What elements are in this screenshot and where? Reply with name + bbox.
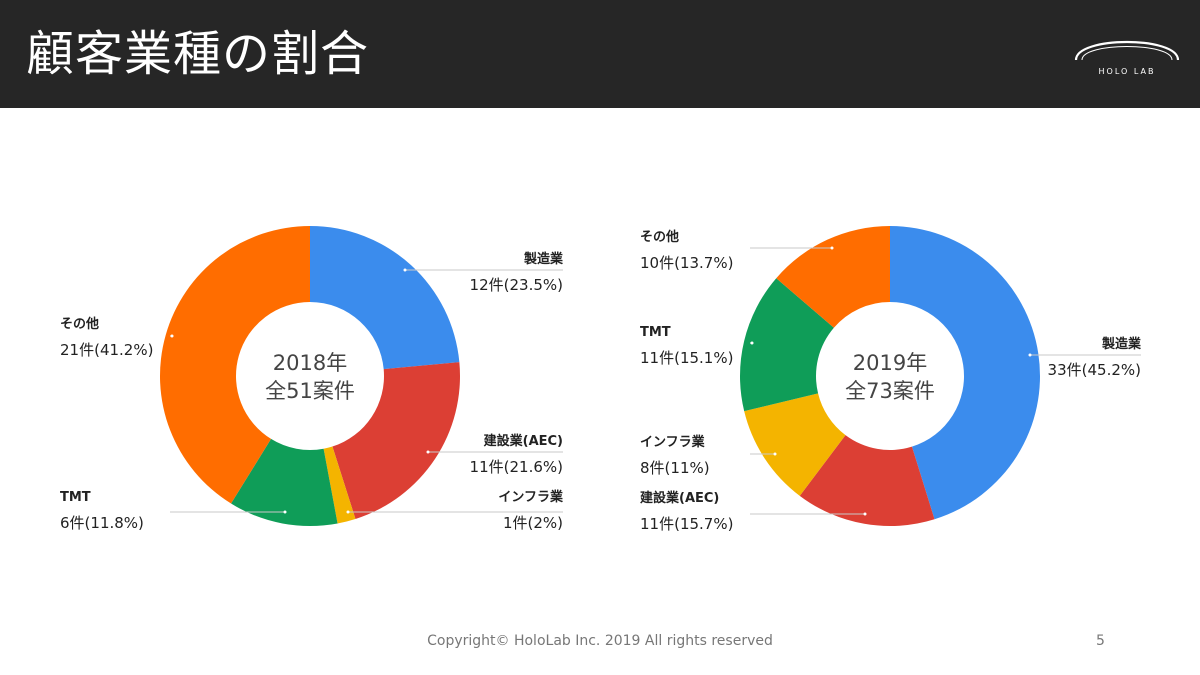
leader-dot (863, 512, 867, 516)
donut-slice (310, 226, 460, 370)
leader-dot (1028, 353, 1032, 357)
leader-dot (426, 450, 430, 454)
donut-center-label: 2018年 (273, 351, 347, 375)
donut-chart-2018: 製造業 12件(23.5%) 建設業(AEC) 11件(21.6%) インフラ業 1件(2… (60, 226, 564, 532)
slice-value-label: 33件(45.2%) (1048, 361, 1141, 379)
slice-category-label: 製造業 (523, 251, 564, 267)
slice-value-label: 10件(13.7%) (640, 254, 733, 272)
donut-center-label: 2019年 (853, 351, 927, 375)
logo-text: HOLO LAB (1099, 67, 1156, 76)
slice-value-label: 1件(2%) (503, 514, 563, 532)
donut-center-label: 全51案件 (265, 379, 355, 403)
donut-slice (160, 226, 310, 504)
leader-dot (830, 246, 834, 250)
donut-slice (323, 446, 356, 524)
slice-category-label: 製造業 (1101, 336, 1142, 352)
leader-dot (346, 510, 350, 514)
slice-category-label: 建設業(AEC) (484, 433, 563, 449)
page-number: 5 (1096, 633, 1105, 649)
donut-chart-2019: 製造業 33件(45.2%) 建設業(AEC) 11件(15.7%) インフラ業 8件(1… (640, 226, 1142, 533)
leader-dot (170, 334, 174, 338)
copyright-footer: Copyright© HoloLab Inc. 2019 All rights … (427, 633, 773, 649)
donut-slice (332, 362, 461, 519)
donut-center-label: 全73案件 (845, 379, 935, 403)
slice-category-label: インフラ業 (640, 434, 706, 450)
slice-value-label: 12件(23.5%) (470, 276, 563, 294)
slice-value-label: 11件(21.6%) (470, 458, 563, 476)
leader-dot (773, 452, 777, 456)
slice-category-label: TMT (640, 325, 671, 340)
donut-slice (231, 438, 338, 526)
charts-area: 製造業 12件(23.5%) 建設業(AEC) 11件(21.6%) インフラ業 1件(2… (60, 226, 1142, 533)
slice-category-label: その他 (640, 229, 679, 245)
slice-category-label: 建設業(AEC) (640, 490, 719, 506)
donut-slice (744, 393, 846, 496)
leader-dot (283, 510, 287, 514)
leader-dot (750, 341, 754, 345)
leader-dot (403, 268, 407, 272)
donut-slice (740, 278, 834, 412)
slice-category-label: インフラ業 (498, 489, 564, 505)
title-bar: 顧客業種の割合 HOLO LAB (0, 0, 1200, 108)
slice-value-label: 11件(15.1%) (640, 349, 733, 367)
slide-title: 顧客業種の割合 (26, 26, 370, 82)
slice-value-label: 6件(11.8%) (60, 514, 144, 532)
slice-value-label: 8件(11%) (640, 459, 710, 477)
slice-category-label: その他 (60, 316, 99, 332)
slice-category-label: TMT (60, 490, 91, 505)
hololab-logo: HOLO LAB (1074, 41, 1180, 76)
donut-slice (776, 226, 890, 328)
donut-slice (799, 435, 935, 526)
donut-slice (890, 226, 1041, 520)
slice-value-label: 21件(41.2%) (60, 341, 153, 359)
slice-value-label: 11件(15.7%) (640, 515, 733, 533)
